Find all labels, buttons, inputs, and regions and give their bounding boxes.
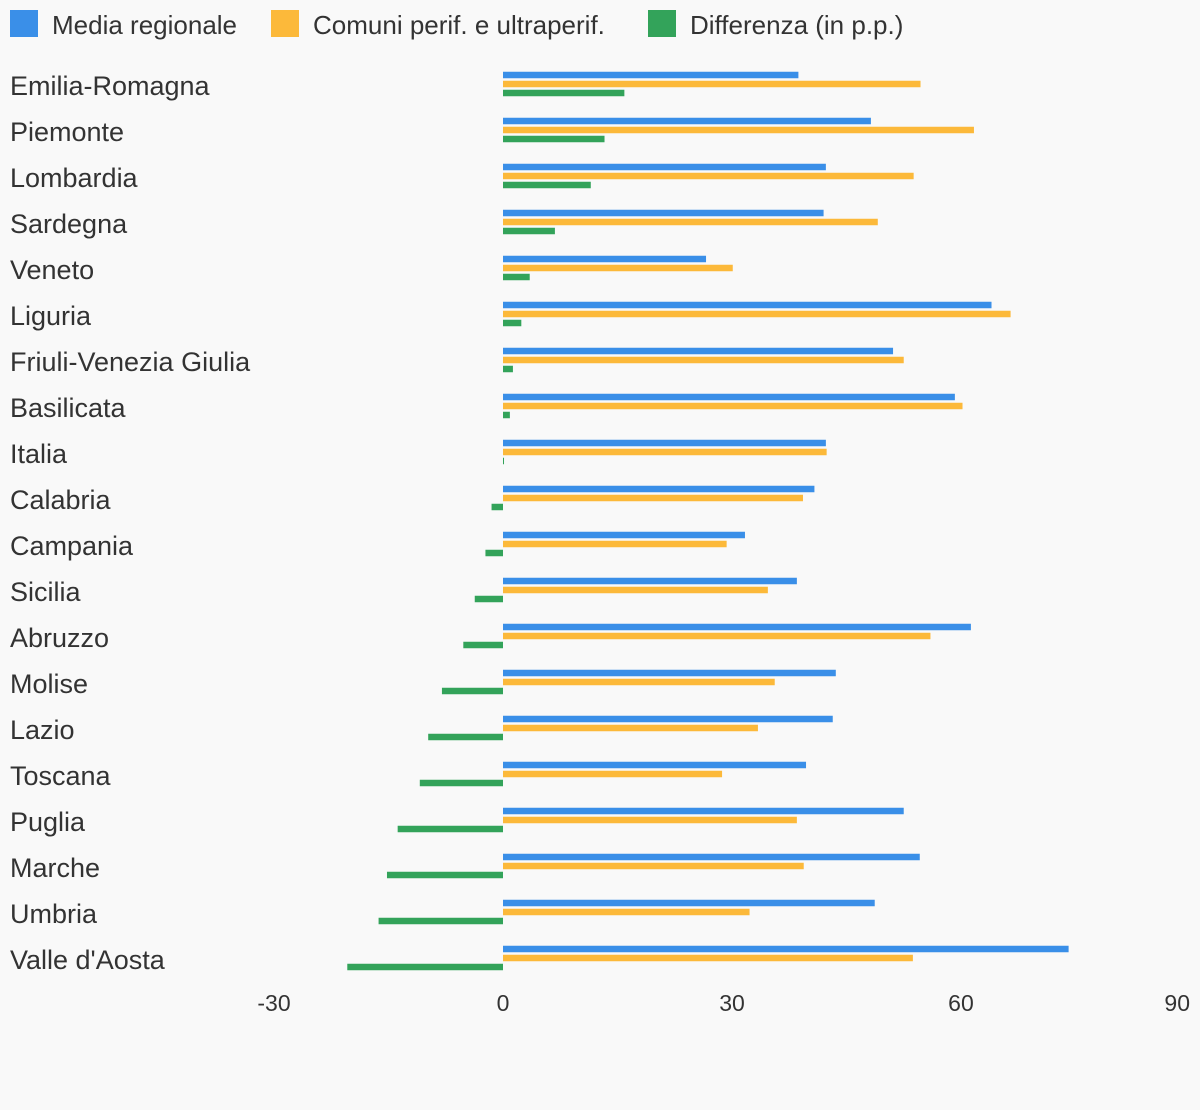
category-label: Valle d'Aosta (10, 945, 166, 975)
category-label: Friuli-Venezia Giulia (10, 347, 251, 377)
x-tick-label: 30 (719, 990, 745, 1016)
category-label: Lombardia (10, 163, 139, 193)
bar-media-regionale-calabria (503, 485, 815, 493)
legend-label-comuni-perif-e-ultraperif: Comuni perif. e ultraperif. (313, 10, 605, 40)
x-tick-label: 60 (948, 990, 974, 1016)
bar-media-regionale-campania (503, 531, 745, 539)
bar-media-regionale-toscana (503, 761, 807, 769)
category-label: Italia (10, 439, 68, 469)
category-label: Lazio (10, 715, 75, 745)
bar-comuni-perif-e-ultraperif-toscana (503, 770, 723, 778)
bar-media-regionale-puglia (503, 807, 904, 815)
legend-swatch-media-regionale (10, 10, 38, 37)
bar-differenza-in-p-p-sicilia (474, 595, 503, 603)
category-label: Puglia (10, 807, 86, 837)
bar-differenza-in-p-p-friuli-venezia-giulia (503, 365, 513, 373)
bar-differenza-in-p-p-valle-d-aosta (347, 963, 503, 971)
bar-media-regionale-umbria (503, 899, 875, 907)
bar-comuni-perif-e-ultraperif-umbria (503, 908, 750, 916)
bar-media-regionale-piemonte (503, 117, 871, 125)
bar-comuni-perif-e-ultraperif-friuli-venezia-giulia (503, 356, 904, 364)
bar-comuni-perif-e-ultraperif-sicilia (503, 586, 768, 594)
bar-comuni-perif-e-ultraperif-puglia (503, 816, 797, 824)
bar-differenza-in-p-p-basilicata (503, 411, 510, 419)
bar-differenza-in-p-p-lombardia (503, 181, 591, 189)
bar-comuni-perif-e-ultraperif-lombardia (503, 172, 914, 180)
category-label: Marche (10, 853, 100, 883)
bar-media-regionale-basilicata (503, 393, 955, 401)
bar-media-regionale-abruzzo (503, 623, 971, 631)
bar-comuni-perif-e-ultraperif-valle-d-aosta (503, 954, 913, 962)
bar-comuni-perif-e-ultraperif-liguria (503, 310, 1011, 318)
bar-comuni-perif-e-ultraperif-campania (503, 540, 727, 548)
bar-media-regionale-valle-d-aosta (503, 945, 1069, 953)
bar-differenza-in-p-p-abruzzo (463, 641, 503, 649)
legend: Media regionale Comuni perif. e ultraperi… (10, 10, 903, 40)
bar-media-regionale-marche (503, 853, 920, 861)
bar-comuni-perif-e-ultraperif-abruzzo (503, 632, 931, 640)
bar-differenza-in-p-p-calabria (491, 503, 503, 511)
category-label: Calabria (10, 485, 112, 515)
bar-comuni-perif-e-ultraperif-lazio (503, 724, 758, 732)
bar-differenza-in-p-p-piemonte (503, 135, 605, 143)
bar-differenza-in-p-p-toscana (419, 779, 503, 787)
bar-comuni-perif-e-ultraperif-basilicata (503, 402, 963, 410)
category-label: Toscana (10, 761, 112, 791)
x-tick-label: 0 (497, 990, 510, 1016)
category-label: Sicilia (10, 577, 82, 607)
bar-differenza-in-p-p-italia (503, 457, 504, 465)
bar-differenza-in-p-p-sardegna (503, 227, 555, 235)
category-axis: Emilia-Romagna Piemonte Lombardia Sardegna V… (10, 71, 251, 975)
category-label: Molise (10, 669, 88, 699)
value-axis: -30 0 30 60 90 (257, 990, 1190, 1016)
x-tick-label: 90 (1164, 990, 1190, 1016)
bar-differenza-in-p-p-veneto (503, 273, 530, 281)
bar-comuni-perif-e-ultraperif-veneto (503, 264, 733, 272)
category-label: Sardegna (10, 209, 128, 239)
bar-media-regionale-friuli-venezia-giulia (503, 347, 894, 355)
category-label: Basilicata (10, 393, 127, 423)
legend-label-media-regionale: Media regionale (52, 10, 237, 40)
bar-media-regionale-sardegna (503, 209, 824, 217)
bar-differenza-in-p-p-campania (485, 549, 503, 557)
bar-differenza-in-p-p-puglia (397, 825, 503, 833)
x-tick-label: -30 (257, 990, 290, 1016)
legend-swatch-differenza-in-p-p (648, 10, 676, 37)
bar-media-regionale-sicilia (503, 577, 797, 585)
bar-differenza-in-p-p-lazio (428, 733, 503, 741)
bar-media-regionale-veneto (503, 255, 707, 263)
bar-media-regionale-lombardia (503, 163, 826, 171)
legend-label-differenza-in-p-p: Differenza (in p.p.) (690, 10, 903, 40)
category-label: Liguria (10, 301, 92, 331)
category-label: Umbria (10, 899, 98, 929)
bar-differenza-in-p-p-marche (386, 871, 503, 879)
category-label: Abruzzo (10, 623, 109, 653)
bar-comuni-perif-e-ultraperif-italia (503, 448, 827, 456)
category-label: Campania (10, 531, 134, 561)
bar-differenza-in-p-p-emilia-romagna (503, 89, 625, 97)
bar-comuni-perif-e-ultraperif-molise (503, 678, 775, 686)
plot-area (347, 71, 1069, 971)
category-label: Emilia-Romagna (10, 71, 211, 101)
legend-swatch-comuni-perif-e-ultraperif (271, 10, 299, 37)
bar-media-regionale-italia (503, 439, 826, 447)
bar-comuni-perif-e-ultraperif-sardegna (503, 218, 878, 226)
bar-comuni-perif-e-ultraperif-emilia-romagna (503, 80, 921, 88)
category-label: Piemonte (10, 117, 124, 147)
bar-comuni-perif-e-ultraperif-marche (503, 862, 804, 870)
bar-media-regionale-molise (503, 669, 836, 677)
bar-comuni-perif-e-ultraperif-piemonte (503, 126, 974, 134)
category-label: Veneto (10, 255, 94, 285)
bar-differenza-in-p-p-liguria (503, 319, 522, 327)
bar-media-regionale-liguria (503, 301, 992, 309)
bar-differenza-in-p-p-umbria (378, 917, 503, 925)
bar-media-regionale-lazio (503, 715, 833, 723)
bar-media-regionale-emilia-romagna (503, 71, 799, 79)
bar-comuni-perif-e-ultraperif-calabria (503, 494, 803, 502)
bar-differenza-in-p-p-molise (441, 687, 503, 695)
